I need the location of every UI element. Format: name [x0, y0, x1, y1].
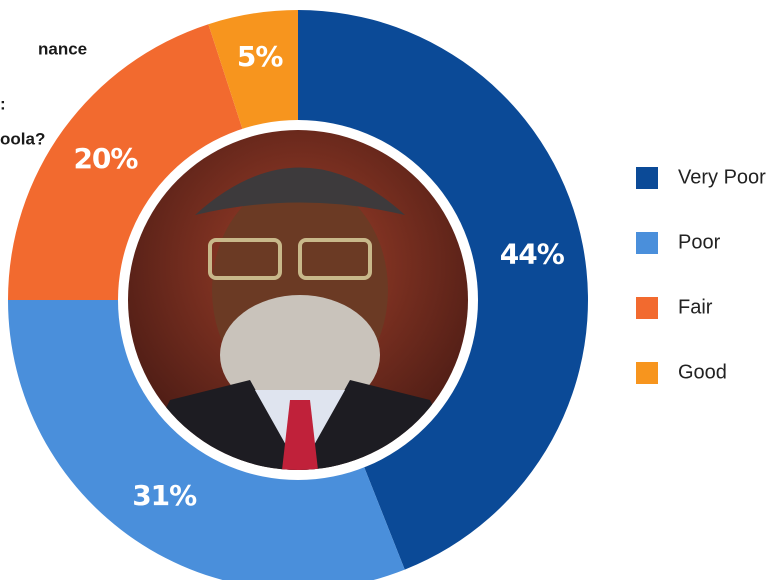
value-label: 31%: [132, 479, 197, 512]
legend-label: Fair: [678, 296, 713, 318]
value-label: 20%: [73, 142, 138, 175]
title-fragment: oola?: [0, 129, 45, 148]
legend-label: Good: [678, 361, 727, 383]
legend-label: Poor: [678, 231, 721, 253]
value-label: 44%: [500, 237, 565, 270]
legend-swatch: [636, 297, 658, 319]
value-label: 5%: [237, 40, 283, 73]
legend-swatch: [636, 362, 658, 384]
legend-swatch: [636, 167, 658, 189]
title-fragment: :: [0, 94, 6, 113]
chart: nance: oola? Very Poor Poor Fair Good 44% 31%…: [0, 0, 782, 580]
legend-label: Very Poor: [678, 166, 766, 188]
legend-swatch: [636, 232, 658, 254]
title-fragment: nance: [38, 39, 87, 58]
